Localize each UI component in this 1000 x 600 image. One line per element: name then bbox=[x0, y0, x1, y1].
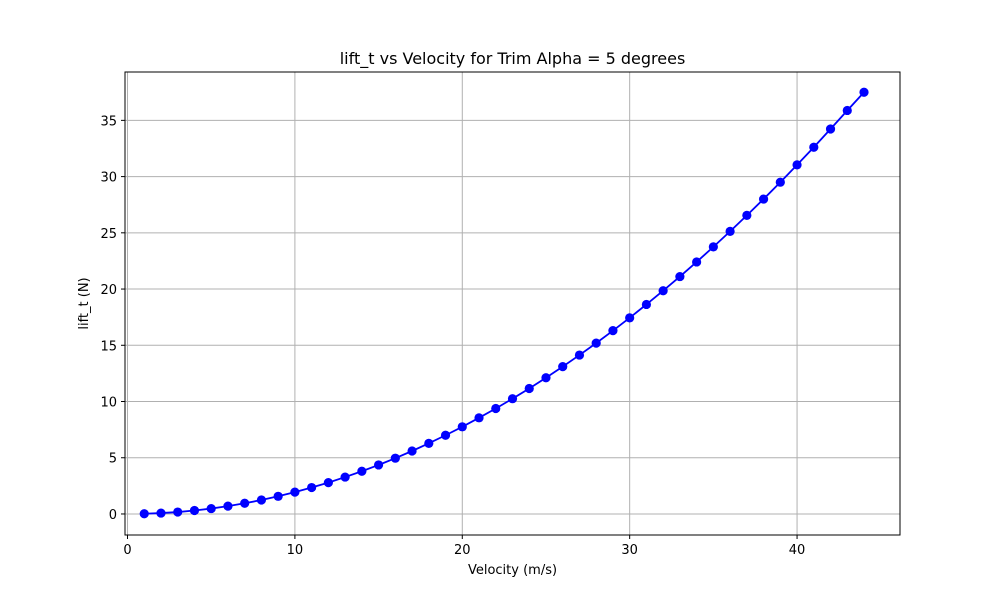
data-point bbox=[139, 509, 149, 519]
data-point bbox=[491, 403, 501, 414]
data-point bbox=[290, 487, 300, 497]
data-point bbox=[340, 472, 350, 482]
x-tick-label: 0 bbox=[123, 543, 131, 558]
ticks: 0 10 20 30 40 0 5 10 15 20 25 30 35 bbox=[100, 114, 805, 558]
y-axis-label: lift_t (N) bbox=[77, 277, 92, 329]
data-point bbox=[390, 453, 400, 463]
y-tick-label: 10 bbox=[100, 396, 117, 411]
data-point bbox=[424, 438, 434, 448]
data-point bbox=[307, 482, 317, 493]
data-point bbox=[524, 383, 534, 394]
data-point bbox=[758, 194, 769, 204]
x-tick-label: 30 bbox=[621, 543, 638, 558]
x-tick-label: 10 bbox=[287, 543, 304, 558]
data-point bbox=[742, 210, 752, 220]
x-tick-label: 40 bbox=[789, 543, 806, 558]
y-tick-label: 5 bbox=[109, 452, 117, 467]
data-point bbox=[558, 362, 568, 372]
data-point bbox=[440, 430, 451, 440]
data-point bbox=[407, 446, 417, 456]
series-layer bbox=[139, 87, 869, 519]
data-point bbox=[708, 242, 718, 252]
data-point bbox=[574, 350, 585, 360]
x-axis-label: Velocity (m/s) bbox=[468, 563, 557, 578]
data-point bbox=[625, 313, 635, 323]
data-point bbox=[541, 373, 551, 383]
data-point bbox=[692, 257, 702, 267]
data-point bbox=[357, 466, 367, 476]
data-point bbox=[173, 507, 183, 517]
data-point bbox=[474, 413, 484, 423]
data-point bbox=[256, 495, 267, 505]
data-point bbox=[859, 87, 869, 97]
plot-frame bbox=[124, 71, 901, 536]
data-point bbox=[189, 505, 200, 516]
data-point bbox=[206, 503, 216, 514]
y-tick-label: 35 bbox=[100, 114, 117, 129]
x-tick-label: 20 bbox=[454, 543, 471, 558]
data-point bbox=[240, 498, 250, 508]
data-point bbox=[675, 271, 685, 282]
data-point bbox=[373, 460, 384, 470]
data-point bbox=[725, 226, 735, 236]
data-point bbox=[775, 177, 785, 187]
data-point bbox=[323, 477, 333, 488]
y-tick-label: 30 bbox=[100, 171, 117, 186]
y-tick-label: 25 bbox=[100, 227, 117, 242]
data-point bbox=[608, 326, 618, 336]
data-point bbox=[641, 299, 652, 310]
data-point bbox=[223, 501, 233, 511]
data-point bbox=[825, 124, 836, 134]
chart-title: lift_t vs Velocity for Trim Alpha = 5 de… bbox=[340, 49, 686, 69]
data-point bbox=[591, 338, 601, 348]
data-point bbox=[792, 160, 802, 170]
data-point bbox=[658, 286, 668, 296]
data-point bbox=[457, 422, 467, 432]
data-point bbox=[273, 491, 283, 501]
data-point bbox=[842, 105, 852, 116]
y-tick-label: 15 bbox=[100, 339, 117, 354]
data-point bbox=[156, 508, 166, 518]
grid bbox=[125, 72, 900, 535]
y-tick-label: 0 bbox=[109, 508, 117, 523]
data-point bbox=[809, 142, 819, 152]
data-point bbox=[507, 394, 518, 404]
y-tick-label: 20 bbox=[100, 283, 117, 298]
